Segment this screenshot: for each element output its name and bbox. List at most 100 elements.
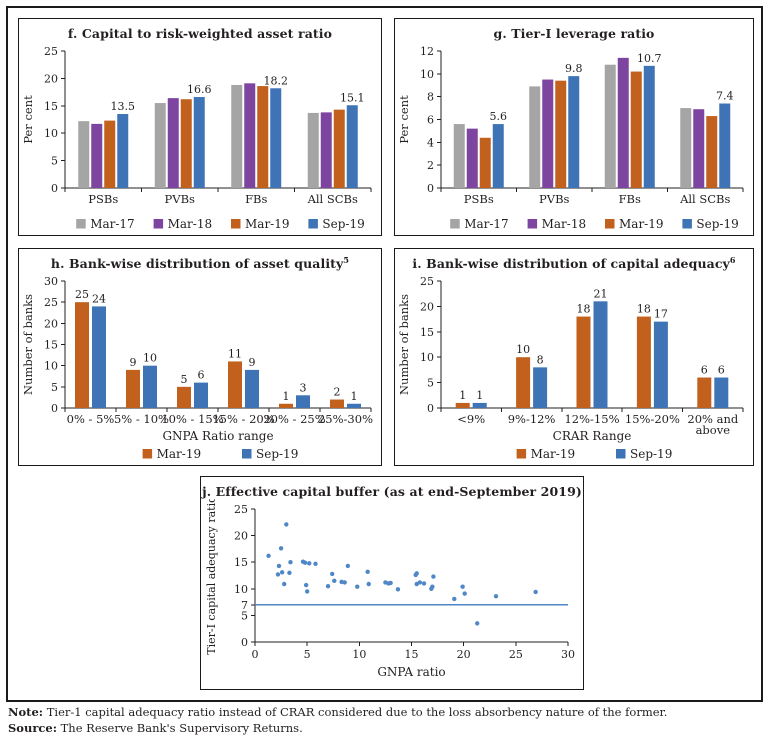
legend-swatch bbox=[153, 219, 164, 229]
y-tick-label: 5 bbox=[427, 377, 434, 390]
value-label: 2 bbox=[334, 386, 341, 399]
value-label: 9.8 bbox=[565, 62, 583, 75]
bar-Mar-18-2 bbox=[617, 57, 629, 188]
value-label: 18 bbox=[577, 303, 591, 316]
bar-Mar-19-3 bbox=[228, 361, 242, 408]
bar-Mar-17-0 bbox=[78, 121, 90, 188]
scatter-point bbox=[493, 594, 499, 599]
y-tick-label: 15 bbox=[44, 100, 58, 113]
scatter-point bbox=[417, 580, 423, 585]
chart-title-text: h. Bank-wise distribution of asset quali… bbox=[50, 256, 344, 272]
scatter-point bbox=[266, 553, 271, 559]
y-axis-title: Number of banks bbox=[21, 294, 35, 395]
y-tick-label: 15 bbox=[44, 339, 58, 352]
value-label: 10 bbox=[143, 352, 157, 365]
scatter-point bbox=[302, 560, 308, 565]
bar-Mar-19-2 bbox=[576, 316, 591, 408]
scatter-point bbox=[366, 581, 371, 587]
value-label: 6 bbox=[701, 364, 708, 377]
bar-Sep-19-2 bbox=[194, 382, 208, 408]
bar-Mar-19-0 bbox=[104, 120, 116, 188]
value-label: 24 bbox=[92, 292, 106, 305]
y-axis-title: Per cent bbox=[397, 95, 411, 144]
value-label: 3 bbox=[300, 381, 307, 394]
legend-swatch bbox=[231, 219, 241, 229]
scatter-point bbox=[288, 560, 293, 565]
bar-Mar-18-0 bbox=[466, 128, 478, 188]
y-tick-label: 0 bbox=[241, 636, 248, 649]
y-tick-label: 30 bbox=[44, 275, 58, 288]
value-label: 1 bbox=[351, 390, 358, 403]
value-label: 17 bbox=[654, 308, 668, 321]
legend-swatch bbox=[142, 449, 153, 459]
scatter-point bbox=[276, 563, 282, 569]
y-tick-label: 10 bbox=[44, 360, 58, 373]
bar-Mar-19-0 bbox=[455, 402, 470, 408]
scatter-point bbox=[303, 582, 309, 588]
value-label: 6 bbox=[718, 364, 725, 377]
category-label: 15%-20% bbox=[625, 412, 680, 426]
category-label: 5% - 10% bbox=[114, 412, 169, 426]
category-label: 15% - 20% bbox=[212, 412, 274, 426]
bar-Mar-19-0 bbox=[479, 137, 491, 188]
bar-Mar-17-0 bbox=[453, 124, 465, 188]
bar-Mar-19-2 bbox=[630, 71, 642, 188]
bar-Mar-18-3 bbox=[693, 109, 705, 188]
scatter-point bbox=[275, 572, 281, 577]
bar-Sep-19-0 bbox=[472, 402, 487, 408]
bar-Mar-19-3 bbox=[636, 316, 651, 408]
scatter-point bbox=[460, 584, 465, 589]
x-axis-title: CRAR Range bbox=[553, 429, 632, 443]
value-label: 21 bbox=[594, 287, 608, 300]
bar-Sep-19-4 bbox=[714, 377, 729, 408]
legend-label: Sep-19 bbox=[696, 217, 738, 231]
chart-title-text: j. Effective capital buffer (as at end-S… bbox=[202, 484, 582, 500]
bar-Sep-19-2 bbox=[593, 301, 608, 408]
scatter-point bbox=[430, 584, 435, 589]
scatter-point bbox=[421, 581, 427, 586]
y-tick-label: 15 bbox=[234, 556, 248, 569]
figure-note: Note: Tier-1 capital adequacy ratio inst… bbox=[8, 705, 667, 719]
value-label: 11 bbox=[228, 347, 242, 360]
value-label: 5.6 bbox=[490, 110, 508, 123]
bar-Sep-19-1 bbox=[533, 367, 548, 408]
scatter-point bbox=[330, 571, 335, 577]
figure-source: Source: The Reserve Bank's Supervisory R… bbox=[8, 721, 303, 735]
value-label: 6 bbox=[198, 369, 205, 382]
y-tick-label: 5 bbox=[51, 381, 58, 394]
scatter-point bbox=[313, 561, 318, 566]
chart-title: j. Effective capital buffer (as at end-S… bbox=[201, 477, 583, 499]
y-tick-label: 10 bbox=[420, 351, 434, 364]
category-label: FBs bbox=[619, 192, 641, 206]
legend-label: Mar-18 bbox=[168, 217, 213, 231]
bar-Sep-19-2 bbox=[270, 88, 282, 188]
y-tick-label: 12 bbox=[420, 45, 434, 58]
value-label: 8 bbox=[537, 353, 544, 366]
y-tick-label: 25 bbox=[44, 296, 58, 309]
scatter-point bbox=[282, 581, 287, 587]
value-label: 5 bbox=[181, 373, 188, 386]
value-label: 18.2 bbox=[264, 74, 289, 87]
x-tick-label: 10 bbox=[352, 648, 366, 661]
x-tick-label: 5 bbox=[304, 648, 311, 661]
value-label: 15.1 bbox=[340, 91, 365, 104]
value-label: 1 bbox=[459, 389, 466, 402]
bar-Sep-19-1 bbox=[193, 97, 205, 188]
legend-label: Mar-17 bbox=[90, 217, 135, 231]
legend-label: Sep-19 bbox=[630, 447, 672, 461]
bar-Sep-19-5 bbox=[347, 403, 361, 408]
value-label: 1 bbox=[476, 389, 483, 402]
y-axis-title: Tier-I capital adequacy ratio bbox=[205, 499, 218, 655]
bar-Mar-19-3 bbox=[333, 109, 345, 188]
bar-Mar-18-0 bbox=[91, 123, 103, 188]
value-label: 10.7 bbox=[637, 52, 662, 65]
x-tick-label: 20 bbox=[457, 648, 471, 661]
y-tick-label: 0 bbox=[51, 182, 58, 195]
bar-Mar-19-4 bbox=[697, 377, 712, 408]
category-label: 12%-15% bbox=[564, 412, 619, 426]
legend-swatch bbox=[682, 219, 692, 229]
category-label: 20% - 25% bbox=[263, 412, 325, 426]
scatter-point bbox=[279, 570, 285, 575]
